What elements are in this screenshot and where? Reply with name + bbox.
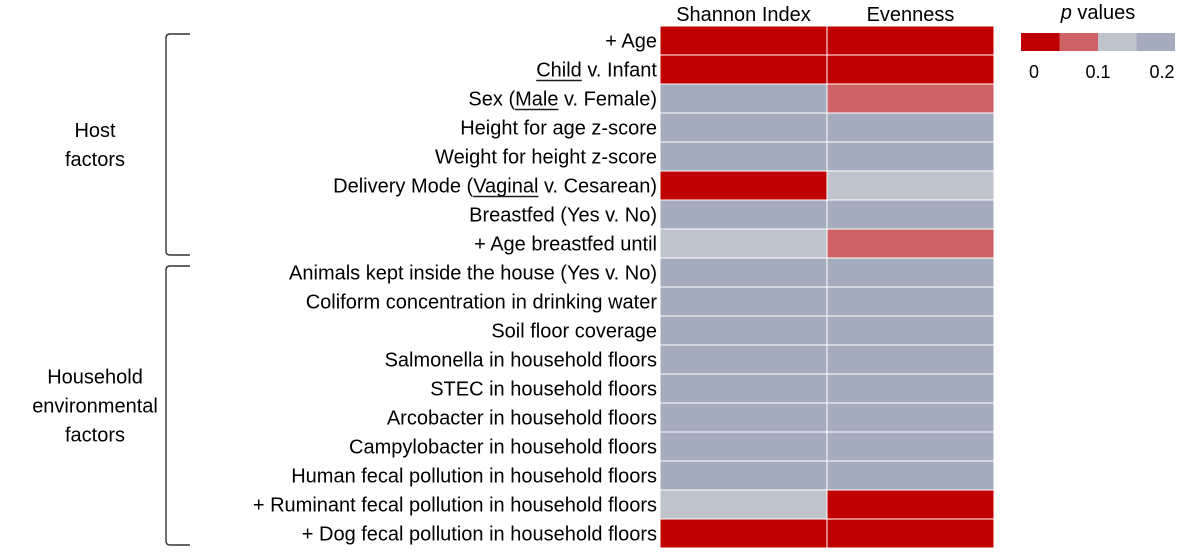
heatmap-cell xyxy=(659,199,828,230)
row-label: STEC in household floors xyxy=(430,379,657,401)
legend: p values 0 0.1 0.2 xyxy=(1021,2,1175,82)
row-label: Soil floor coverage xyxy=(491,321,657,343)
heatmap-cell xyxy=(826,518,995,549)
heatmap-cell xyxy=(826,170,995,201)
column-labels: Shannon Index Evenness xyxy=(676,4,954,26)
heatmap-cell xyxy=(826,141,995,172)
column-label: Evenness xyxy=(867,4,955,26)
legend-title: p values xyxy=(1060,2,1136,24)
legend-tick-label: 0 xyxy=(1029,62,1039,82)
heatmap-cell xyxy=(826,112,995,143)
heatmap-cell xyxy=(826,460,995,491)
heatmap-cell xyxy=(826,257,995,288)
heatmap-cell xyxy=(659,315,828,346)
group-label: Household xyxy=(47,367,143,389)
heatmap-cell xyxy=(659,373,828,404)
heatmap-cell xyxy=(659,460,828,491)
column-label: Shannon Index xyxy=(676,4,811,26)
row-labels: + Age Child v. Infant Sex (Male v. Female)… xyxy=(253,31,658,546)
heatmap-cell xyxy=(659,518,828,549)
group-label: environmental xyxy=(32,396,158,418)
heatmap-cell xyxy=(659,402,828,433)
group-bracket xyxy=(165,33,190,256)
row-label: + Age breastfed until xyxy=(474,234,657,256)
heatmap-cell xyxy=(659,344,828,375)
heatmap-cell xyxy=(826,286,995,317)
group-bracket xyxy=(165,265,190,546)
group-brackets: Host factors Household environmental factors xyxy=(32,33,190,546)
heatmap-cells xyxy=(659,25,995,549)
heatmap-cell xyxy=(659,286,828,317)
legend-tick-label: 0.1 xyxy=(1085,62,1110,82)
heatmap-cell xyxy=(659,489,828,520)
row-label: + Age xyxy=(605,31,657,53)
legend-tick-label: 0.2 xyxy=(1149,62,1174,82)
heatmap-cell xyxy=(659,228,828,259)
row-label: Height for age z-score xyxy=(460,118,657,140)
group-label: Host xyxy=(74,120,116,142)
heatmap-cell xyxy=(826,489,995,520)
legend-swatch xyxy=(1098,33,1137,51)
legend-swatch xyxy=(1059,33,1098,51)
row-label: Sex (Male v. Female) xyxy=(468,89,657,111)
row-label: Campylobacter in household floors xyxy=(349,437,657,459)
heatmap-cell xyxy=(659,170,828,201)
heatmap-cell xyxy=(826,373,995,404)
legend-swatch xyxy=(1136,33,1175,51)
row-label: Weight for height z-score xyxy=(435,147,657,169)
row-label: Human fecal pollution in household floor… xyxy=(291,466,657,488)
heatmap-cell xyxy=(826,315,995,346)
row-label: + Ruminant fecal pollution in household … xyxy=(253,495,657,517)
row-label: Animals kept inside the house (Yes v. No… xyxy=(289,263,657,285)
group-label: factors xyxy=(65,425,125,447)
heatmap-cell xyxy=(659,141,828,172)
heatmap-cell xyxy=(659,431,828,462)
row-label: Coliform concentration in drinking water xyxy=(306,292,658,314)
heatmap-cell xyxy=(659,54,828,85)
heatmap-cell xyxy=(826,83,995,114)
row-label: Delivery Mode (Vaginal v. Cesarean) xyxy=(333,176,657,198)
heatmap-cell xyxy=(826,431,995,462)
heatmap-cell xyxy=(826,344,995,375)
row-label: Arcobacter in household floors xyxy=(387,408,657,430)
heatmap-cell xyxy=(826,54,995,85)
group-label: factors xyxy=(65,149,125,171)
heatmap-cell xyxy=(826,25,995,56)
heatmap-cell xyxy=(826,402,995,433)
row-label: Breastfed (Yes v. No) xyxy=(469,205,657,227)
legend-swatch xyxy=(1021,33,1060,51)
heatmap-cell xyxy=(659,83,828,114)
heatmap-cell xyxy=(659,257,828,288)
row-label: + Dog fecal pollution in household floor… xyxy=(302,524,657,546)
heatmap-cell xyxy=(659,112,828,143)
heatmap-cell xyxy=(826,199,995,230)
heatmap-cell xyxy=(659,25,828,56)
heatmap-cell xyxy=(826,228,995,259)
row-label: Child v. Infant xyxy=(536,60,657,82)
row-label: Salmonella in household floors xyxy=(385,350,657,372)
